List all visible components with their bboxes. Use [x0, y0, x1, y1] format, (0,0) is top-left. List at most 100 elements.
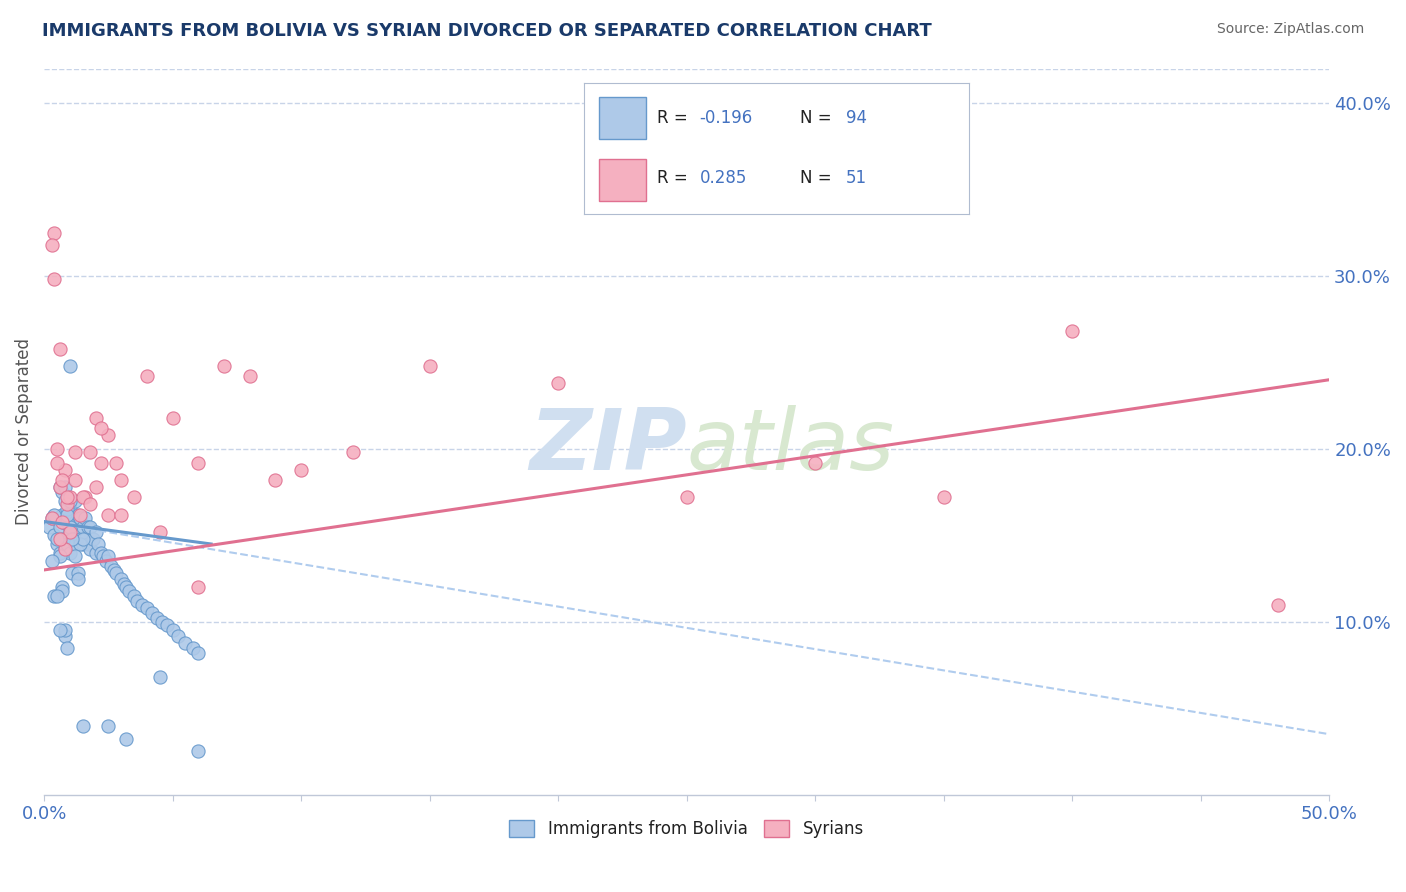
Point — [41, 511, 63, 525]
Point — [56, 502, 79, 516]
Point — [63, 515, 86, 529]
Point — [51, 473, 73, 487]
Point — [131, 598, 153, 612]
Point — [79, 519, 101, 533]
Point — [48, 480, 70, 494]
Point — [97, 508, 120, 522]
Point — [87, 537, 110, 551]
Point — [60, 566, 83, 581]
Point — [804, 456, 827, 470]
Point — [94, 554, 117, 568]
Point — [59, 491, 82, 505]
Point — [187, 646, 209, 660]
Point — [53, 624, 76, 638]
Point — [79, 445, 101, 459]
Point — [122, 589, 145, 603]
Point — [112, 576, 135, 591]
Point — [69, 537, 91, 551]
Point — [84, 480, 107, 494]
Point — [53, 493, 76, 508]
Point — [56, 497, 79, 511]
Point — [84, 524, 107, 539]
Point — [63, 549, 86, 563]
Point — [76, 519, 98, 533]
Point — [48, 624, 70, 638]
Point — [75, 532, 97, 546]
Point — [66, 508, 89, 522]
Point — [110, 473, 132, 487]
Point — [69, 532, 91, 546]
Point — [932, 491, 955, 505]
Point — [90, 546, 112, 560]
Point — [51, 508, 73, 522]
Point — [166, 629, 188, 643]
Point — [63, 537, 86, 551]
Point — [59, 524, 82, 539]
Point — [59, 359, 82, 373]
Point — [1062, 324, 1084, 338]
Point — [122, 491, 145, 505]
Point — [46, 442, 69, 456]
Point — [46, 537, 69, 551]
Point — [141, 606, 163, 620]
Point — [38, 519, 60, 533]
Point — [79, 542, 101, 557]
Point — [48, 546, 70, 560]
Point — [72, 537, 94, 551]
Point — [59, 519, 82, 533]
Point — [162, 410, 184, 425]
Point — [41, 511, 63, 525]
Point — [187, 456, 209, 470]
Point — [60, 532, 83, 546]
Point — [44, 589, 66, 603]
Point — [264, 473, 287, 487]
Point — [100, 559, 122, 574]
Point — [48, 519, 70, 533]
Point — [110, 508, 132, 522]
Point — [72, 718, 94, 732]
Point — [125, 594, 148, 608]
Point — [75, 511, 97, 525]
Point — [60, 532, 83, 546]
Point — [53, 480, 76, 494]
Point — [59, 524, 82, 539]
Point — [1267, 598, 1289, 612]
Point — [44, 508, 66, 522]
Point — [212, 359, 235, 373]
Point — [84, 410, 107, 425]
Point — [48, 549, 70, 563]
Point — [675, 491, 697, 505]
Point — [51, 583, 73, 598]
Point — [56, 640, 79, 655]
Point — [53, 463, 76, 477]
Point — [146, 611, 169, 625]
Point — [82, 532, 104, 546]
Point — [53, 516, 76, 531]
Point — [48, 532, 70, 546]
Point — [150, 615, 173, 629]
Point — [63, 445, 86, 459]
Point — [51, 485, 73, 500]
Point — [115, 732, 138, 747]
Text: atlas: atlas — [686, 405, 894, 488]
Point — [135, 369, 157, 384]
Point — [46, 532, 69, 546]
Point — [63, 493, 86, 508]
Point — [97, 428, 120, 442]
Point — [44, 272, 66, 286]
Point — [69, 511, 91, 525]
Point — [51, 580, 73, 594]
Point — [187, 580, 209, 594]
Point — [69, 508, 91, 522]
Point — [90, 421, 112, 435]
Point — [66, 566, 89, 581]
Point — [115, 580, 138, 594]
Point — [79, 497, 101, 511]
Point — [56, 508, 79, 522]
Point — [72, 491, 94, 505]
Point — [56, 515, 79, 529]
Point — [72, 532, 94, 546]
Point — [118, 583, 141, 598]
Point — [290, 463, 312, 477]
Point — [135, 601, 157, 615]
